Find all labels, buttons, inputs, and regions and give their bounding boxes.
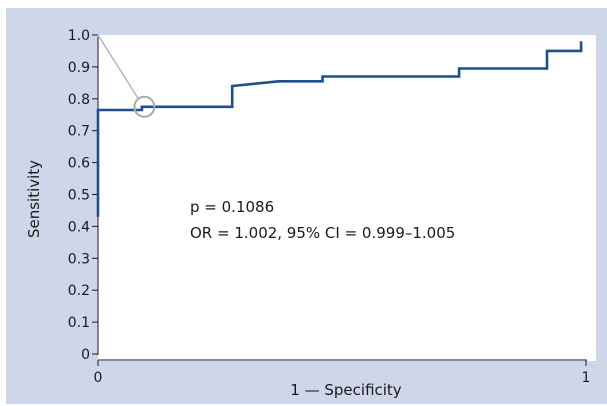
annotation-p-value: p = 0.1086 <box>190 198 274 216</box>
series-group <box>96 41 583 217</box>
y-tick-label: 0.4 <box>68 219 90 235</box>
y-tick-label: 1.0 <box>68 28 90 44</box>
plot-area <box>98 35 596 361</box>
y-tick-label: 0.6 <box>68 156 90 172</box>
callout-group <box>97 34 156 118</box>
y-tick-label: 0.9 <box>68 60 90 76</box>
y-tick-label: 0.3 <box>68 251 90 267</box>
y-tick-label: 0 <box>81 347 90 363</box>
callout-circle <box>133 95 156 118</box>
x-tick-label: 0 <box>94 370 103 386</box>
x-axis-title: 1 — Specificity <box>290 381 402 399</box>
y-tick-label: 0.8 <box>68 92 90 108</box>
y-tick-label: 0.2 <box>68 283 90 299</box>
x-tick-label: 1 <box>582 370 591 386</box>
y-tick-label: 0.1 <box>68 315 90 331</box>
annotation-odds-ratio: OR = 1.002, 95% CI = 0.999–1.005 <box>190 224 455 242</box>
y-tick-label: 0.7 <box>68 124 90 140</box>
roc-curve <box>96 41 583 217</box>
y-tick-label: 0.5 <box>68 188 90 204</box>
y-axis-title: Sensitivity <box>25 160 43 238</box>
callout-line <box>97 34 139 100</box>
y-axis: 0 0.1 0.2 0.3 0.4 0.5 0.6 0.7 0.8 0.9 1.0 <box>68 28 99 363</box>
